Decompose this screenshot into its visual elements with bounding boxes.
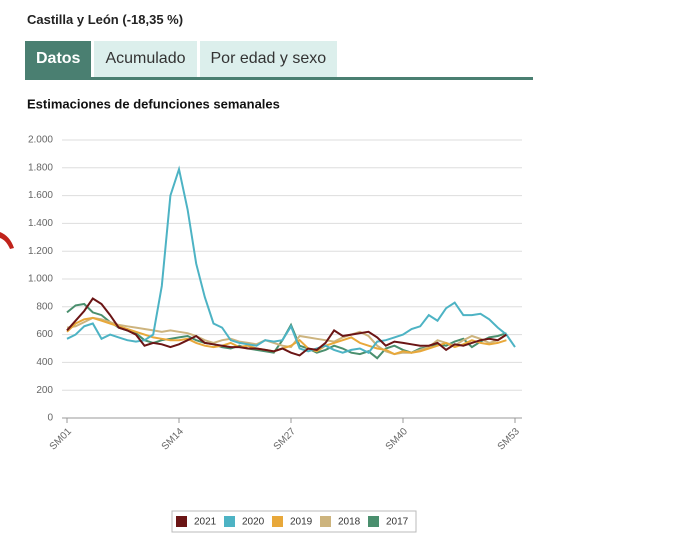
tab-underline — [25, 77, 533, 80]
series-line — [66, 316, 507, 356]
legend-swatch — [368, 516, 379, 527]
y-tick-label: 0 — [47, 413, 53, 424]
legend-label: 2018 — [338, 517, 361, 528]
chart-title: Estimaciones de defunciones semanales — [27, 96, 280, 111]
y-tick-label: 1.600 — [28, 190, 53, 201]
x-tick-label: SM40 — [384, 426, 411, 453]
tabs: Datos Acumulado Por edad y sexo — [25, 41, 338, 77]
legend-swatch — [272, 516, 283, 527]
x-tick-label: SM53 — [496, 426, 523, 453]
series-line — [66, 297, 507, 357]
legend-label: 2019 — [290, 517, 313, 528]
y-tick-label: 1.800 — [28, 162, 53, 173]
legend-label: 2017 — [386, 517, 409, 528]
x-tick-label: SM01 — [48, 426, 75, 453]
tab[interactable]: Datos — [25, 41, 92, 77]
region-title: Castilla y León (-18,35 %) — [27, 12, 184, 27]
legend-swatch — [320, 516, 331, 527]
legend-label: 2020 — [242, 517, 265, 528]
y-tick-label: 2.000 — [28, 135, 53, 146]
y-tick-label: 1.400 — [28, 218, 53, 229]
legend-swatch — [224, 516, 235, 527]
series-line — [66, 165, 516, 354]
tab[interactable]: Por edad y sexo — [199, 41, 338, 77]
y-tick-label: 200 — [36, 385, 53, 396]
y-tick-label: 800 — [36, 301, 53, 312]
y-tick-label: 400 — [36, 357, 53, 368]
y-tick-label: 1.000 — [28, 274, 53, 285]
x-tick-label: SM14 — [160, 426, 187, 453]
x-tick-label: SM27 — [272, 426, 299, 453]
legend-label: 2021 — [194, 517, 217, 528]
y-tick-label: 600 — [36, 329, 53, 340]
legend-swatch — [176, 516, 187, 527]
series-line — [66, 316, 507, 356]
tab[interactable]: Acumulado — [94, 41, 197, 77]
y-tick-label: 1.200 — [28, 246, 53, 257]
decoration — [0, 232, 14, 249]
